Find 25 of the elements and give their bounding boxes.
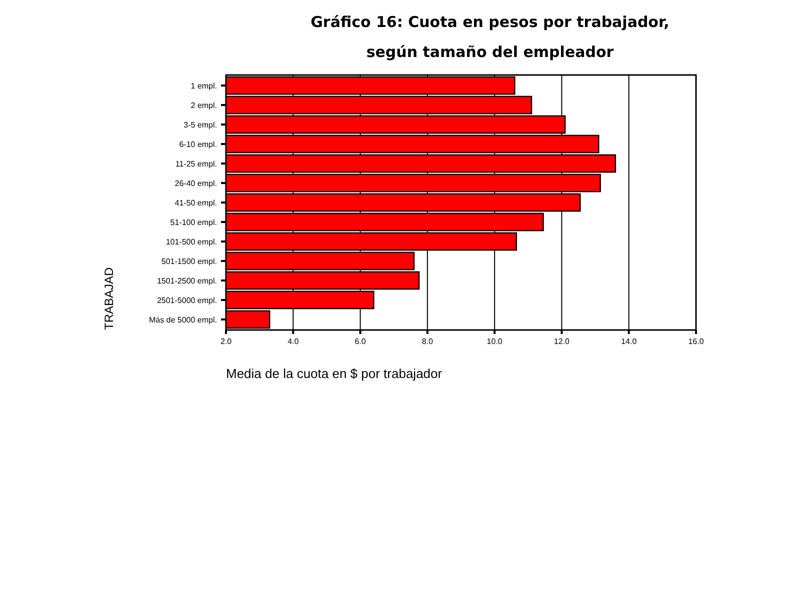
y-tick-label: 3-5 empl. (184, 120, 217, 130)
y-axis-title: TRABAJAD (102, 266, 116, 330)
x-tick-label: 6.0 (354, 337, 366, 346)
x-tick-label: 2.0 (220, 337, 232, 346)
y-tick-label: 41-50 empl. (174, 198, 217, 208)
x-tick-label: 8.0 (422, 337, 434, 346)
y-tick-label: 11-25 empl. (175, 159, 217, 168)
y-tick-label: 2 empl. (190, 100, 217, 110)
y-tick-label: 51-100 empl. (170, 218, 217, 227)
chart-subtitle: según tamaño del empleador (366, 43, 614, 61)
y-tick-label: 1 empl. (190, 81, 217, 90)
y-tick-label: 1501-2500 empl. (156, 276, 217, 286)
y-tick-label: 26-40 empl. (174, 178, 217, 188)
y-tick-label: Más de 5000 empl. (148, 315, 217, 324)
chart-title: Gráfico 16: Cuota en pesos por trabajador, (310, 13, 670, 31)
x-tick-label: 12.0 (554, 337, 570, 346)
x-axis-title: Media de la cuota en $ por trabajador (226, 366, 443, 381)
x-tick-label: 10.0 (486, 337, 503, 346)
x-tick-label: 16.0 (688, 337, 704, 346)
y-tick-label: 501-1500 empl. (161, 256, 217, 266)
x-tick-label: 4.0 (288, 337, 300, 346)
y-tick-label: 101-500 empl. (166, 237, 217, 246)
x-tick-label: 14.0 (621, 337, 638, 346)
y-tick-label: 2501-5000 empl. (156, 296, 217, 305)
y-tick-label: 6-10 empl. (179, 140, 217, 149)
